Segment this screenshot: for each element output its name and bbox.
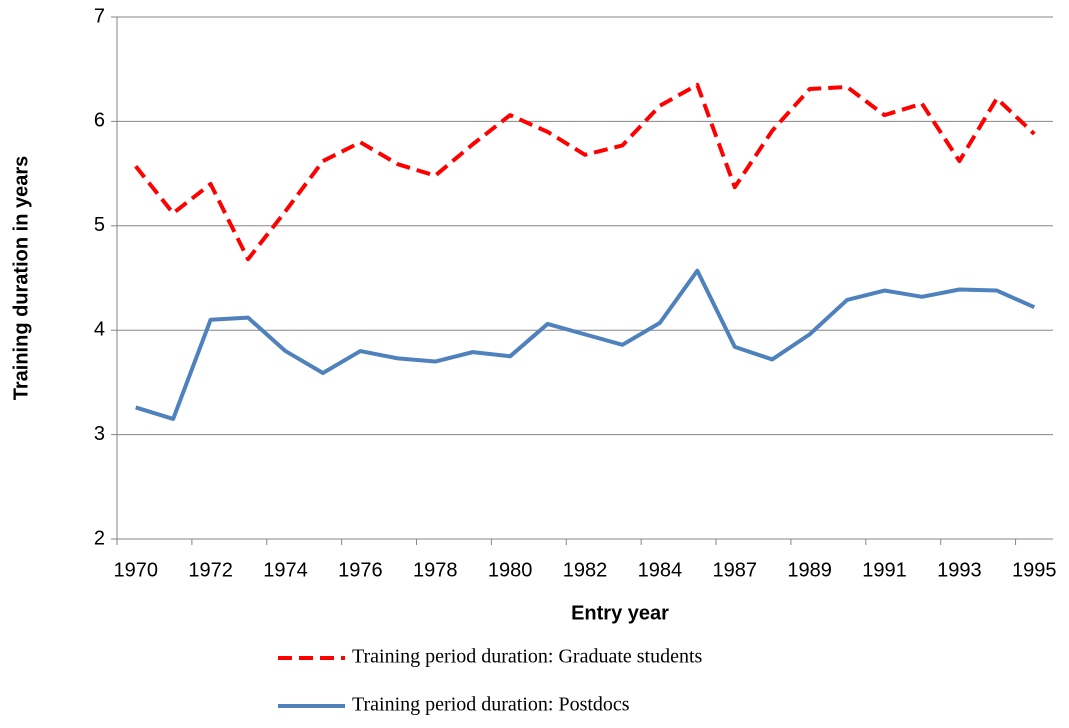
series-line (134, 82, 1036, 262)
x-tick-label: 1978 (413, 559, 458, 581)
x-tick-label: 1980 (488, 559, 533, 581)
y-tick-label: 2 (94, 527, 105, 549)
x-axis-title: Entry year (571, 602, 669, 624)
y-tick-label: 7 (94, 5, 105, 27)
x-tick-label: 1976 (338, 559, 383, 581)
x-tick-label: 1974 (263, 559, 308, 581)
x-tick-label: 1991 (862, 559, 907, 581)
x-tick-label: 1984 (638, 559, 683, 581)
y-tick-label: 6 (94, 110, 105, 132)
series-line (135, 268, 1036, 421)
x-tick-label: 1993 (937, 559, 982, 581)
y-tick-label: 5 (94, 214, 105, 236)
x-tick-label: 1972 (188, 559, 233, 581)
x-tick-label: 1987 (713, 559, 758, 581)
y-tick-label: 4 (94, 318, 105, 340)
legend-label: Training period duration: Graduate stude… (352, 646, 703, 668)
x-tick-label: 1982 (563, 559, 608, 581)
y-axis-title: Training duration in years (10, 156, 32, 401)
x-tick-label: 1995 (1012, 559, 1057, 581)
y-tick-label: 3 (94, 423, 105, 445)
legend-label: Training period duration: Postdocs (352, 694, 630, 716)
x-tick-label: 1970 (113, 559, 158, 581)
x-tick-label: 1989 (787, 559, 832, 581)
